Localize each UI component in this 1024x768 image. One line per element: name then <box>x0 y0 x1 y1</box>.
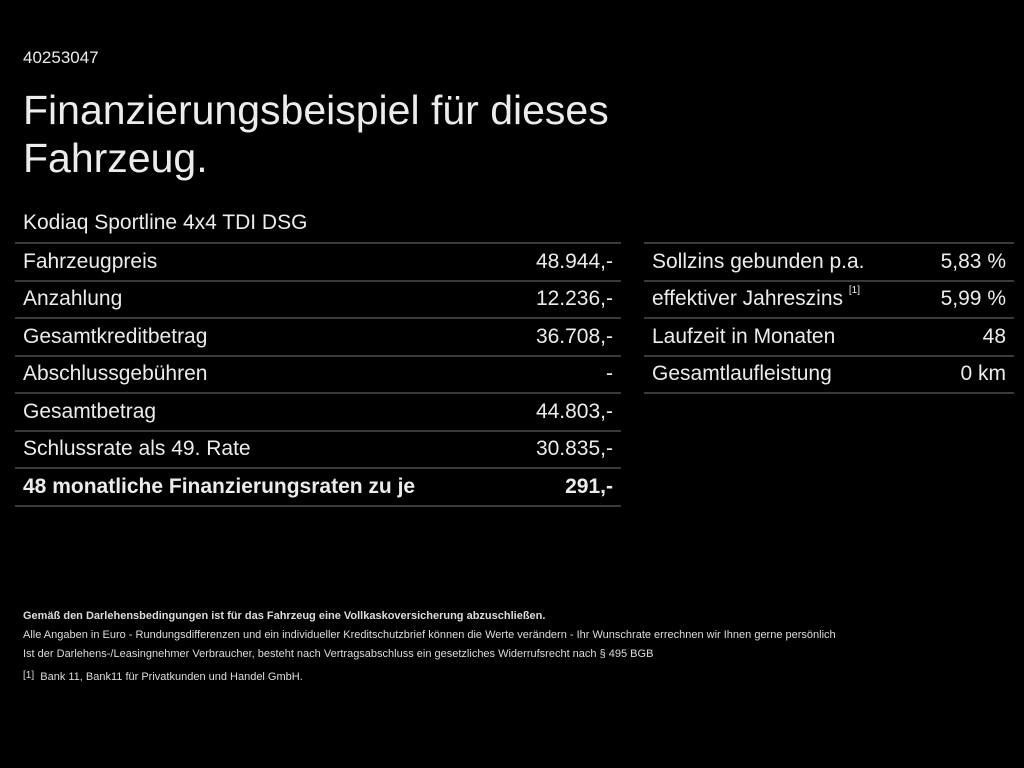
row-label: Gesamtbetrag <box>15 392 509 431</box>
row-value: 291,- <box>508 467 621 507</box>
row-value: 48.944,- <box>508 242 621 281</box>
monthly-rate-row: 48 monatliche Finanzierungsraten zu je 29… <box>15 467 621 507</box>
table-row: effektiver Jahreszins [1] 5,99 % <box>644 279 1014 318</box>
table-row: Sollzins gebunden p.a. 5,83 % <box>644 242 1014 281</box>
row-label: Gesamtlaufleistung <box>644 354 917 394</box>
row-value: 30.835,- <box>508 429 621 468</box>
table-row: Anzahlung 12.236,- <box>15 279 621 318</box>
row-label: Schlussrate als 49. Rate <box>15 429 509 468</box>
vehicle-model: Kodiaq Sportline 4x4 TDI DSG <box>23 211 308 234</box>
table-row: Gesamtbetrag 44.803,- <box>15 392 621 431</box>
row-label-cell: effektiver Jahreszins [1] <box>644 279 917 318</box>
withdrawal-note: Ist der Darlehens-/Leasingnehmer Verbrau… <box>23 648 654 660</box>
row-value: 5,83 % <box>916 242 1014 281</box>
table-row: Gesamtlaufleistung 0 km <box>644 354 1014 394</box>
row-value: - <box>508 354 621 393</box>
disclaimer-line: Alle Angaben in Euro - Rundungsdifferenz… <box>23 629 836 641</box>
row-value: 0 km <box>916 354 1014 394</box>
financing-table: Fahrzeugpreis 48.944,- Anzahlung 12.236,- … <box>15 242 621 507</box>
row-label: Fahrzeugpreis <box>15 242 509 281</box>
row-label: effektiver Jahreszins <box>652 287 844 311</box>
table-row: Laufzeit in Monaten 48 <box>644 317 1014 356</box>
insurance-note: Gemäß den Darlehensbedingungen ist für d… <box>23 610 546 622</box>
row-label: Sollzins gebunden p.a. <box>644 242 917 281</box>
row-value: 48 <box>916 317 1014 356</box>
table-row: Abschlussgebühren - <box>15 354 621 393</box>
row-label: Laufzeit in Monaten <box>644 317 917 356</box>
row-label: Gesamtkreditbetrag <box>15 317 509 356</box>
row-value: 5,99 % <box>916 279 1014 318</box>
table-row: Gesamtkreditbetrag 36.708,- <box>15 317 621 356</box>
page-title: Finanzierungsbeispiel für dieses Fahrzeu… <box>23 87 609 181</box>
row-label: Abschlussgebühren <box>15 354 509 393</box>
legal-notes: Gemäß den Darlehensbedingungen ist für d… <box>23 607 836 687</box>
row-label: 48 monatliche Finanzierungsraten zu je <box>15 467 509 507</box>
table-row: Schlussrate als 49. Rate 30.835,- <box>15 429 621 468</box>
row-value: 44.803,- <box>508 392 621 431</box>
footnote-text: Bank 11, Bank11 für Privatkunden und Han… <box>40 671 303 683</box>
offer-id: 40253047 <box>23 48 99 67</box>
row-label: Anzahlung <box>15 279 509 318</box>
row-value: 12.236,- <box>508 279 621 318</box>
table-row: Fahrzeugpreis 48.944,- <box>15 242 621 281</box>
footnote: [1] Bank 11, Bank11 für Privatkunden und… <box>23 668 836 687</box>
row-value: 36.708,- <box>508 317 621 356</box>
footnote-mark: [1] <box>23 670 35 681</box>
interest-table: Sollzins gebunden p.a. 5,83 % effektiver … <box>644 242 1014 394</box>
footnote-ref: [1] <box>848 285 860 297</box>
